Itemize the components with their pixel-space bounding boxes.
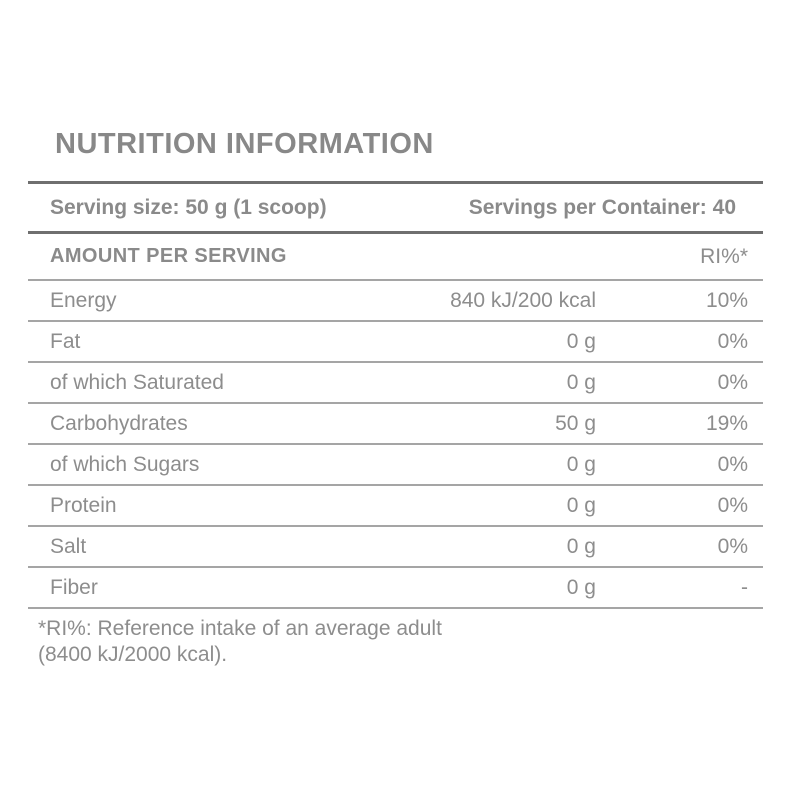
nutrient-name: Protein	[50, 493, 117, 517]
nutrient-name: Carbohydrates	[50, 411, 188, 435]
ri-footnote-line2: (8400 kJ/2000 kcal).	[38, 643, 228, 666]
divider-thick-top	[28, 181, 763, 184]
divider-thick-middle	[28, 231, 763, 234]
nutrient-amount: 0 g	[566, 575, 596, 599]
nutrition-label: NUTRITION INFORMATION Serving size: 50 g…	[28, 128, 763, 668]
serving-size-text: Serving size: 50 g (1 scoop)	[50, 195, 327, 219]
nutrient-ri: 0%	[717, 534, 748, 558]
ri-footnote: *RI%: Reference intake of an average adu…	[28, 616, 763, 668]
table-row: Fat 0 g 0%	[28, 322, 763, 363]
serving-info-row: Serving size: 50 g (1 scoop) Servings pe…	[28, 184, 763, 231]
nutrient-amount: 50 g	[555, 411, 596, 435]
table-row: Fiber 0 g -	[28, 568, 763, 609]
table-header-row: AMOUNT PER SERVING RI%*	[28, 234, 763, 281]
table-row: of which Saturated 0 g 0%	[28, 363, 763, 404]
amount-per-serving-header: AMOUNT PER SERVING	[50, 245, 287, 267]
ri-footnote-line1: *RI%: Reference intake of an average adu…	[38, 617, 442, 640]
nutrient-name: Salt	[50, 534, 87, 558]
nutrient-name: Fat	[50, 329, 81, 353]
nutrient-amount: 0 g	[566, 329, 596, 353]
nutrient-amount: 840 kJ/200 kcal	[450, 288, 596, 312]
servings-per-container-text: Servings per Container: 40	[468, 195, 736, 219]
nutrient-amount: 0 g	[566, 452, 596, 476]
nutrient-name: Fiber	[50, 575, 98, 599]
nutrient-name: Energy	[50, 288, 117, 312]
nutrient-ri: -	[741, 575, 748, 599]
page-title: NUTRITION INFORMATION	[55, 128, 434, 160]
nutrient-amount: 0 g	[566, 534, 596, 558]
table-row: Protein 0 g 0%	[28, 486, 763, 527]
table-row: of which Sugars 0 g 0%	[28, 445, 763, 486]
nutrient-ri: 0%	[717, 329, 748, 353]
nutrient-ri: 0%	[717, 452, 748, 476]
nutrient-amount: 0 g	[566, 493, 596, 517]
nutrient-ri: 0%	[717, 493, 748, 517]
nutrient-ri: 19%	[705, 411, 748, 435]
nutrient-name: of which Sugars	[50, 452, 200, 476]
ri-percent-header: RI%*	[700, 244, 748, 268]
nutrient-ri: 0%	[717, 370, 748, 394]
nutrient-amount: 0 g	[566, 370, 596, 394]
table-row: Energy 840 kJ/200 kcal 10%	[28, 281, 763, 322]
table-row: Salt 0 g 0%	[28, 527, 763, 568]
nutrient-name: of which Saturated	[50, 370, 224, 394]
nutrient-ri: 10%	[705, 288, 748, 312]
table-row: Carbohydrates 50 g 19%	[28, 404, 763, 445]
